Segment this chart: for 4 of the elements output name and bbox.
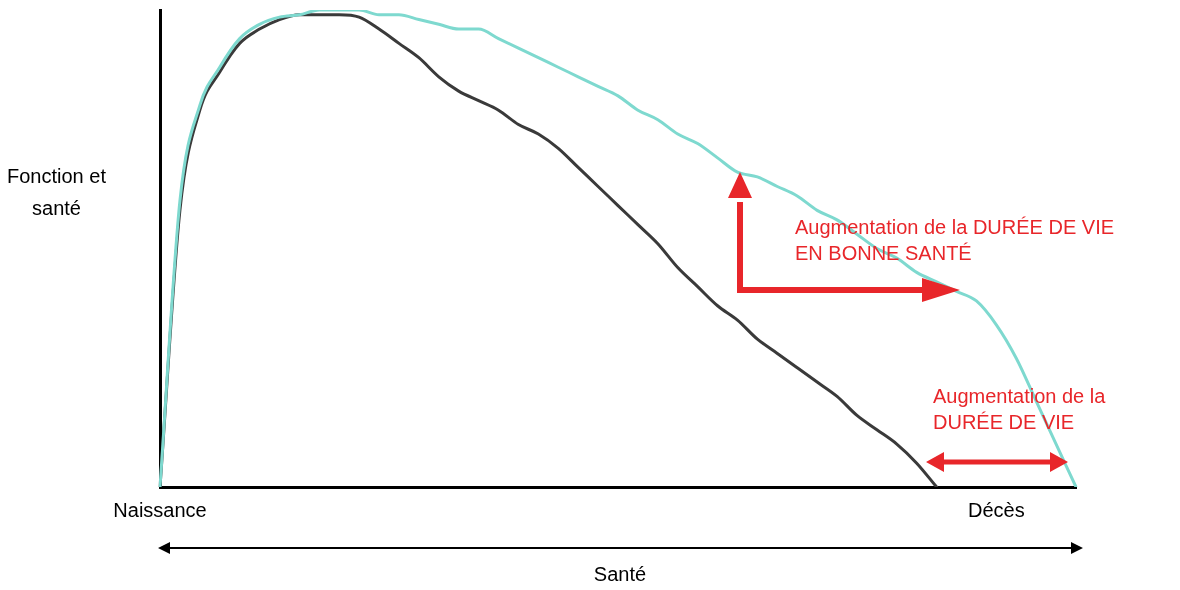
x-axis-title: Santé: [592, 563, 648, 586]
x-tick-label: Naissance: [113, 498, 207, 521]
x-tick-label: Décès: [968, 498, 1025, 521]
y-axis-title: Fonction et santé: [6, 164, 107, 221]
